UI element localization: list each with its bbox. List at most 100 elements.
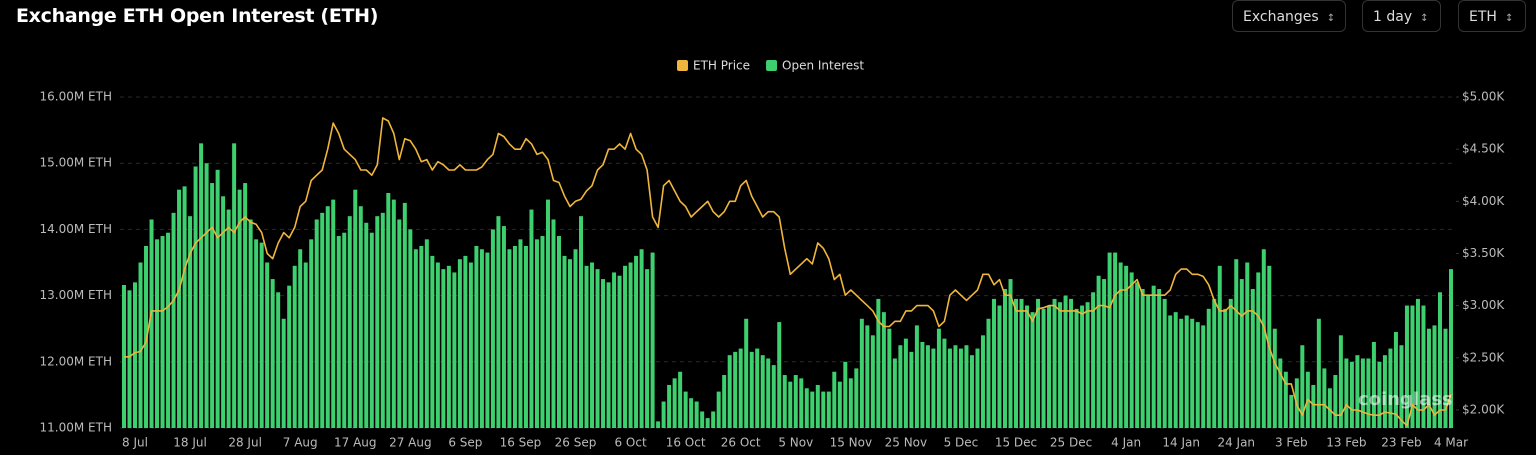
bar bbox=[1432, 325, 1437, 428]
bar bbox=[887, 328, 892, 428]
bar bbox=[336, 236, 341, 428]
bar bbox=[1206, 308, 1211, 428]
bar bbox=[1377, 361, 1382, 428]
bar bbox=[501, 226, 506, 428]
bar bbox=[1415, 298, 1420, 428]
bar bbox=[639, 249, 644, 428]
x-tick-label: 14 Jan bbox=[1162, 436, 1200, 450]
bar bbox=[1360, 358, 1365, 428]
bar bbox=[854, 368, 859, 428]
bar bbox=[320, 212, 325, 428]
price-line bbox=[123, 117, 1452, 427]
bar bbox=[744, 318, 749, 428]
x-tick-label: 25 Dec bbox=[1050, 436, 1092, 450]
bar bbox=[733, 351, 738, 428]
bar bbox=[788, 381, 793, 428]
bar bbox=[931, 348, 936, 428]
x-tick-label: 16 Sep bbox=[500, 436, 542, 450]
bar bbox=[909, 351, 914, 428]
x-tick-label: 5 Nov bbox=[778, 436, 813, 450]
bar bbox=[270, 279, 275, 428]
bar bbox=[127, 290, 132, 428]
bar bbox=[386, 192, 391, 428]
x-tick-label: 26 Oct bbox=[721, 436, 761, 450]
bar bbox=[997, 305, 1002, 428]
select-label: ETH bbox=[1469, 9, 1497, 25]
bar bbox=[1129, 272, 1134, 428]
bar bbox=[771, 365, 776, 428]
bar bbox=[369, 232, 374, 428]
bar bbox=[1002, 288, 1007, 428]
bar bbox=[1344, 358, 1349, 428]
bar bbox=[342, 232, 347, 428]
bar bbox=[188, 216, 193, 428]
bar bbox=[848, 378, 853, 428]
bar bbox=[1278, 358, 1283, 428]
bar bbox=[199, 143, 204, 428]
bar bbox=[551, 219, 556, 428]
bar bbox=[672, 378, 677, 428]
bar bbox=[1283, 371, 1288, 428]
bar bbox=[210, 183, 215, 428]
bar bbox=[1173, 312, 1178, 428]
bar bbox=[936, 328, 941, 428]
bar bbox=[1036, 298, 1041, 428]
bar bbox=[1201, 325, 1206, 428]
bar bbox=[1195, 322, 1200, 428]
bar bbox=[1316, 318, 1321, 428]
y-tick-label: 16.00M ETH bbox=[40, 90, 112, 104]
bar bbox=[964, 345, 969, 428]
bar bbox=[920, 341, 925, 428]
bar bbox=[1234, 259, 1239, 428]
bar bbox=[590, 262, 595, 428]
bar bbox=[496, 216, 501, 428]
bar bbox=[331, 199, 336, 428]
y-tick-label: 11.00M ETH bbox=[40, 421, 112, 435]
bar bbox=[144, 245, 149, 428]
bar bbox=[573, 249, 578, 428]
bar bbox=[391, 199, 396, 428]
bar bbox=[160, 236, 165, 428]
bar bbox=[512, 245, 517, 428]
bar bbox=[623, 265, 628, 428]
bar bbox=[782, 375, 787, 428]
bar bbox=[1096, 275, 1101, 428]
bar bbox=[364, 222, 369, 428]
unit-select[interactable]: ETH ↕ bbox=[1458, 0, 1526, 32]
bar bbox=[1069, 298, 1074, 428]
bar bbox=[1025, 305, 1030, 428]
x-tick-label: 15 Nov bbox=[830, 436, 873, 450]
x-tick-label: 16 Oct bbox=[666, 436, 706, 450]
bar bbox=[177, 189, 182, 428]
bar bbox=[634, 255, 639, 428]
bar bbox=[424, 239, 429, 428]
bar bbox=[601, 279, 606, 428]
bar bbox=[1300, 345, 1305, 428]
bar bbox=[1366, 358, 1371, 428]
bar bbox=[1256, 272, 1261, 428]
title: Exchange ETH Open Interest (ETH) bbox=[16, 5, 379, 27]
legend-label: Open Interest bbox=[782, 59, 864, 73]
bar bbox=[193, 166, 198, 428]
bar bbox=[1118, 262, 1123, 428]
interval-select[interactable]: 1 day ↕ bbox=[1362, 0, 1441, 32]
bar bbox=[584, 265, 589, 428]
bar bbox=[133, 282, 138, 428]
bar bbox=[865, 325, 870, 428]
bar bbox=[402, 202, 407, 428]
x-tick-label: 23 Feb bbox=[1381, 436, 1421, 450]
bar bbox=[243, 183, 248, 428]
bar bbox=[545, 199, 550, 428]
exchanges-select[interactable]: Exchanges ↕ bbox=[1232, 0, 1346, 32]
bar bbox=[953, 345, 958, 428]
x-tick-label: 4 Mar bbox=[1434, 436, 1468, 450]
bar bbox=[1311, 384, 1316, 428]
bar bbox=[749, 351, 754, 428]
bar bbox=[353, 189, 358, 428]
bar bbox=[171, 212, 176, 428]
bar bbox=[1437, 292, 1442, 428]
bar bbox=[843, 361, 848, 428]
bar bbox=[667, 384, 672, 428]
bar bbox=[986, 318, 991, 428]
bar bbox=[232, 143, 237, 428]
